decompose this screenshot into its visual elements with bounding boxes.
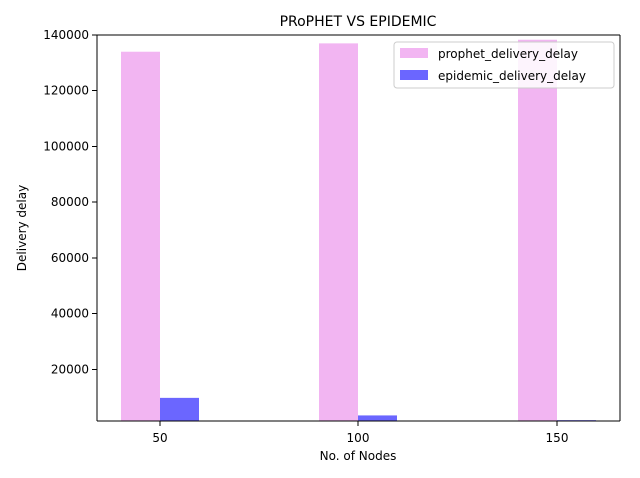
x-ticks-layer: 50 100 150 — [152, 421, 568, 445]
y-tick-label-60000: 60000 — [51, 251, 89, 265]
legend-swatch-prophet — [400, 48, 428, 58]
bar-epidemic_delivery_delay-100 — [358, 415, 397, 421]
y-tick-label-120000: 120000 — [43, 84, 89, 98]
bar-prophet_delivery_delay-150 — [518, 39, 557, 421]
chart-legend: prophet_delivery_delay epidemic_delivery… — [393, 41, 615, 89]
y-tick-label-40000: 40000 — [51, 307, 89, 321]
y-tick-label-140000: 140000 — [43, 28, 89, 42]
legend-frame — [393, 41, 615, 89]
y-tick-label-80000: 80000 — [51, 195, 89, 209]
legend-label-prophet: prophet_delivery_delay — [438, 47, 578, 61]
bar-prophet_delivery_delay-100 — [319, 43, 358, 421]
y-axis-label: Delivery delay — [15, 185, 29, 271]
legend-swatch-epidemic — [400, 70, 428, 80]
bar-prophet_delivery_delay-50 — [121, 51, 160, 422]
plot-area: 50 100 150 20000 40000 60000 80000 100000 12000… — [43, 28, 621, 445]
x-axis-label: No. of Nodes — [320, 449, 397, 463]
x-tick-label-150: 150 — [546, 431, 569, 445]
legend-label-epidemic: epidemic_delivery_delay — [438, 69, 586, 83]
bars-layer — [121, 39, 596, 422]
x-tick-label-100: 100 — [347, 431, 370, 445]
y-ticks-layer: 20000 40000 60000 80000 100000 120000 140000 — [43, 28, 97, 376]
y-tick-label-100000: 100000 — [43, 139, 89, 153]
bar-epidemic_delivery_delay-50 — [160, 397, 199, 421]
x-tick-label-50: 50 — [152, 431, 167, 445]
y-tick-label-20000: 20000 — [51, 362, 89, 376]
chart-title: PRoPHET VS EPIDEMIC — [280, 14, 437, 30]
